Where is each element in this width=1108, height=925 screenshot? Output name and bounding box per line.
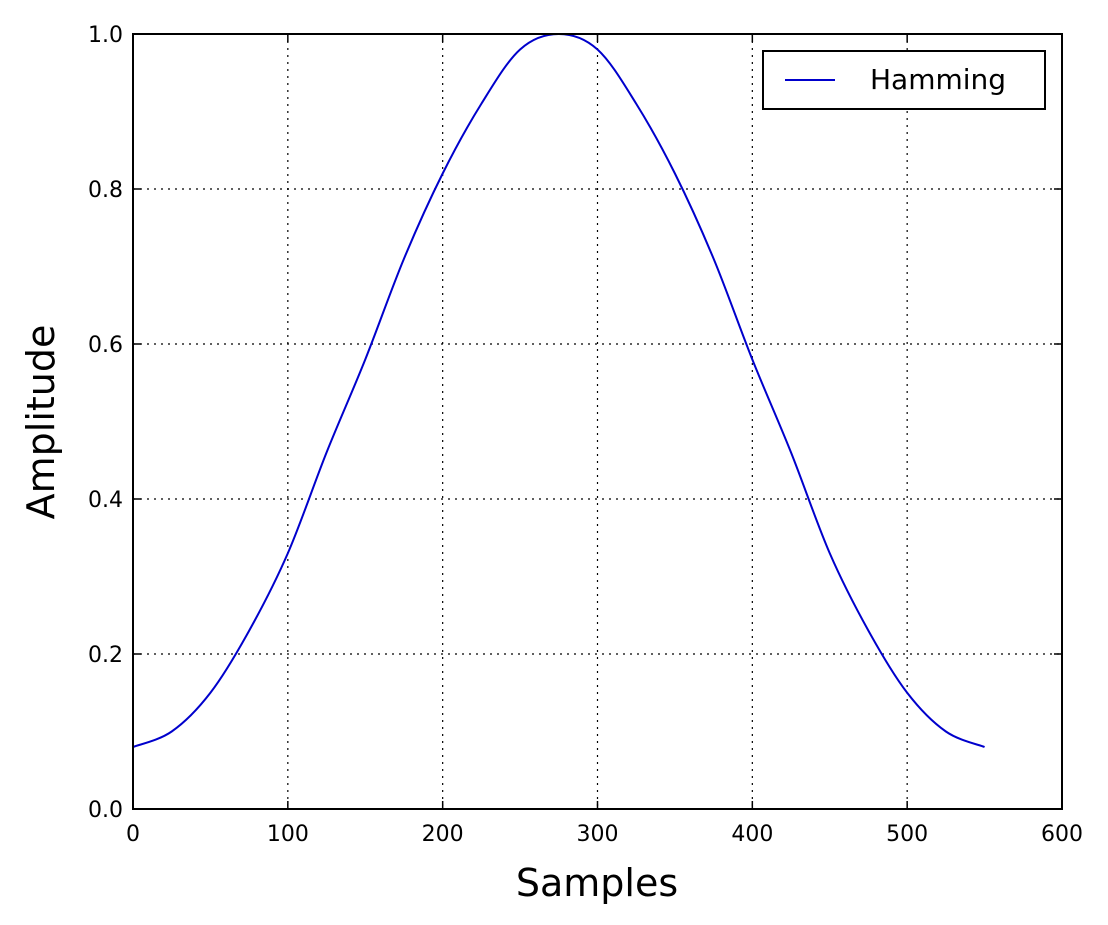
- y-tick-label: 0.6: [88, 333, 123, 358]
- axis-ticks: 0 100 200 300 400 500 600 0.0 0.2 0.4 0.6 0.8 1.0: [88, 23, 1083, 847]
- y-tick-label: 0.4: [88, 488, 123, 513]
- series-layer: [132, 32, 985, 748]
- x-axis-title: Samples: [516, 861, 678, 905]
- legend: Hamming: [762, 50, 1046, 110]
- y-tick-label: 0.0: [88, 798, 123, 823]
- y-tick-label: 1.0: [88, 23, 123, 48]
- plot-frame: [132, 33, 1063, 810]
- y-axis-title: Amplitude: [19, 325, 63, 520]
- y-tick-label: 0.2: [88, 643, 123, 668]
- x-tick-label: 100: [267, 822, 309, 847]
- x-tick-label: 400: [731, 822, 773, 847]
- x-tick-label: 500: [886, 822, 928, 847]
- x-tick-label: 300: [577, 822, 619, 847]
- grid: [133, 34, 1062, 809]
- y-tick-label: 0.8: [88, 178, 123, 203]
- legend-label-hamming: Hamming: [870, 63, 1006, 96]
- x-tick-label: 0: [126, 822, 140, 847]
- x-tick-label: 200: [422, 822, 464, 847]
- series-line-hamming: [132, 32, 985, 748]
- x-tick-label: 600: [1041, 822, 1083, 847]
